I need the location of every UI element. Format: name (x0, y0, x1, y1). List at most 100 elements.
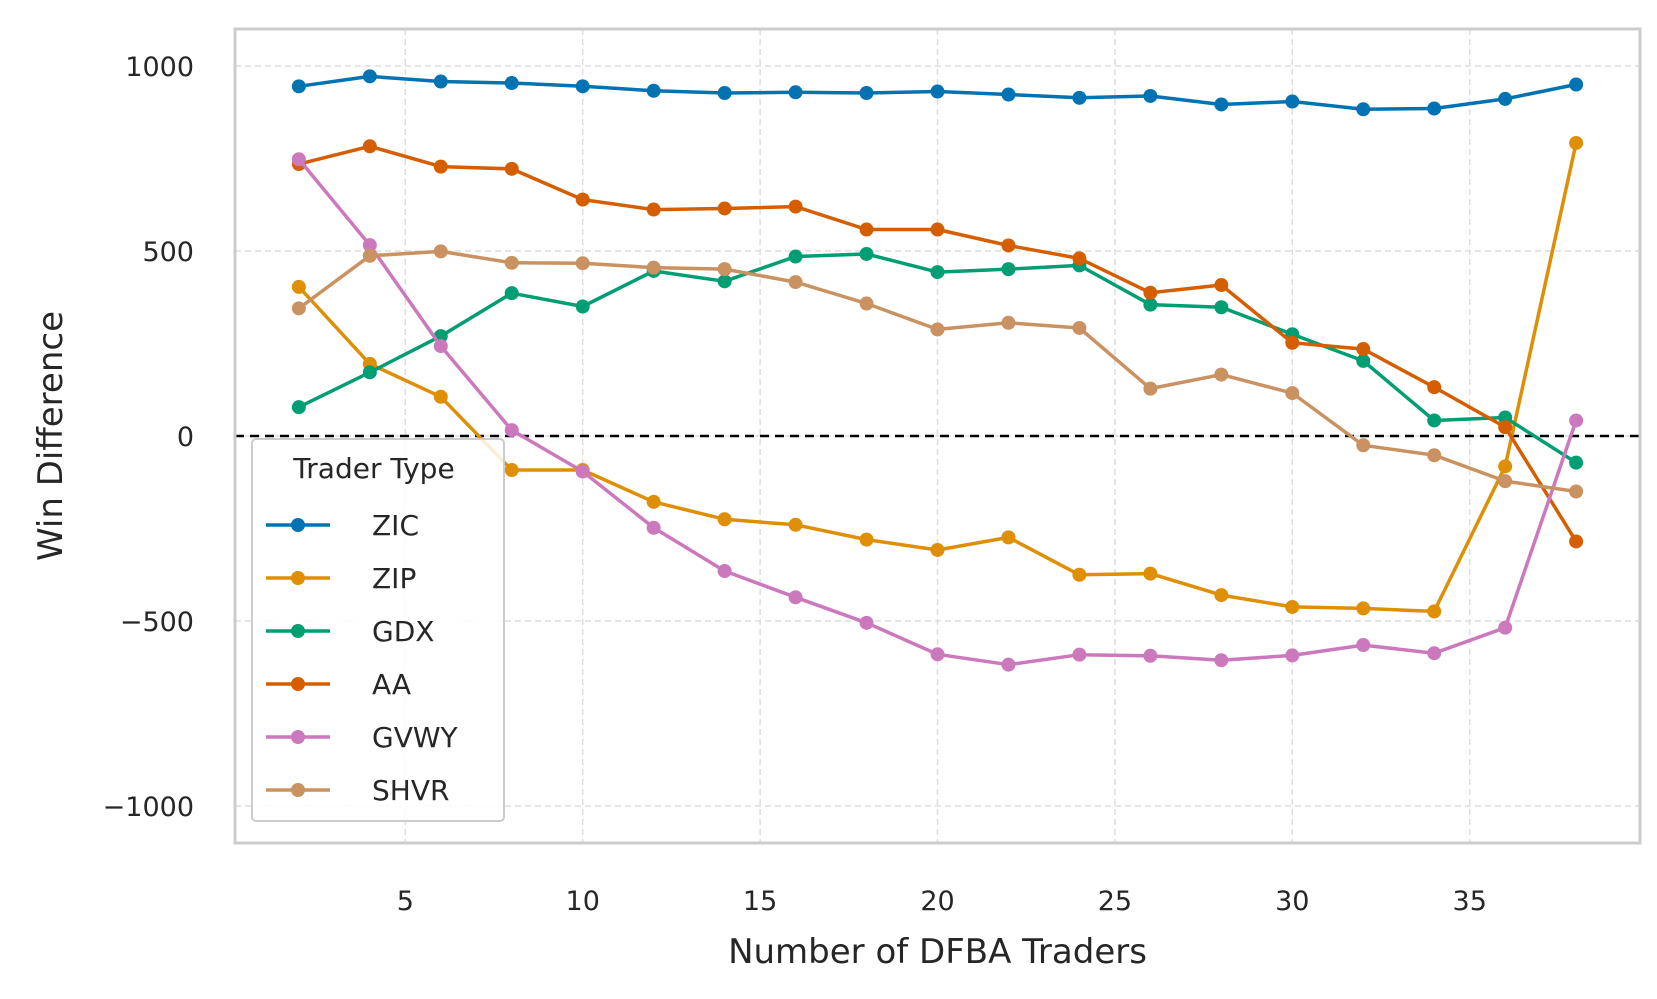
data-point (1001, 238, 1016, 253)
data-point (859, 222, 874, 237)
data-point (646, 83, 661, 98)
data-point (646, 202, 661, 217)
data-point (859, 615, 874, 630)
data-point (1285, 386, 1300, 401)
legend: Trader Type ZIC ZIP GDX AA GVWY SHVR (251, 438, 505, 822)
data-point (575, 256, 590, 271)
data-point (1214, 588, 1229, 603)
data-point (930, 84, 945, 99)
legend-swatch-marker (291, 730, 305, 744)
data-point (930, 542, 945, 557)
data-point (433, 74, 448, 89)
data-point (788, 590, 803, 605)
legend-label: SHVR (372, 774, 449, 807)
data-point (1214, 97, 1229, 112)
data-point (1214, 278, 1229, 293)
plot-frame (233, 27, 1642, 845)
data-point (575, 464, 590, 479)
x-tick-label: 35 (1453, 886, 1487, 917)
data-point (1356, 342, 1371, 357)
y-tick-label: 500 (142, 237, 194, 268)
y-tick-label: −1000 (103, 792, 194, 823)
data-point (717, 512, 732, 527)
data-point (717, 262, 732, 277)
data-point (362, 238, 377, 253)
data-point (788, 517, 803, 532)
data-point (1356, 601, 1371, 616)
data-point (1569, 77, 1584, 92)
legend-swatch-marker (291, 677, 305, 691)
data-point (1569, 135, 1584, 150)
data-point (930, 322, 945, 337)
legend-label: AA (372, 668, 411, 701)
x-tick-label: 10 (566, 886, 600, 917)
data-point (1285, 599, 1300, 614)
data-point (575, 192, 590, 207)
y-axis-ticks: 1000 500 0 −500 −1000 (103, 52, 194, 823)
data-point (1072, 251, 1087, 266)
data-point (1498, 474, 1513, 489)
data-point (1569, 484, 1584, 499)
data-point (1498, 459, 1513, 474)
data-point (291, 301, 306, 316)
series-gvwy (291, 152, 1584, 672)
data-point (504, 423, 519, 438)
x-tick-label: 25 (1098, 886, 1132, 917)
data-point (1427, 413, 1442, 428)
data-point (1569, 455, 1584, 470)
data-point (1072, 567, 1087, 582)
series-gdx (291, 246, 1584, 470)
data-point (1001, 315, 1016, 330)
data-point (433, 159, 448, 174)
data-point (646, 260, 661, 275)
data-point (859, 296, 874, 311)
x-tick-label: 15 (743, 886, 777, 917)
data-point (504, 463, 519, 478)
series-aa (291, 139, 1584, 549)
data-point (859, 86, 874, 101)
legend-items: ZIC ZIP GDX AA GVWY SHVR (266, 509, 459, 807)
data-point (1001, 262, 1016, 277)
data-point (1498, 420, 1513, 435)
data-point (1427, 101, 1442, 116)
series-shvr (291, 244, 1584, 499)
data-point (1569, 534, 1584, 549)
data-point (788, 249, 803, 264)
legend-label: GVWY (372, 721, 459, 754)
data-point (1214, 367, 1229, 382)
x-axis-label: Number of DFBA Traders (728, 932, 1147, 972)
series-group (291, 69, 1584, 672)
x-tick-label: 30 (1275, 886, 1309, 917)
legend-label: ZIP (372, 562, 416, 595)
y-axis-label: Win Difference (31, 311, 71, 561)
legend-label: GDX (372, 615, 434, 648)
legend-box (251, 438, 505, 822)
data-point (1285, 648, 1300, 663)
legend-label: ZIC (372, 509, 419, 542)
data-point (1356, 353, 1371, 368)
data-point (291, 279, 306, 294)
data-point (1001, 657, 1016, 672)
legend-item-gdx: GDX (266, 615, 434, 648)
data-point (1143, 297, 1158, 312)
y-tick-label: 1000 (125, 52, 194, 83)
data-point (1498, 620, 1513, 635)
data-point (1285, 94, 1300, 109)
legend-item-shvr: SHVR (266, 774, 449, 807)
data-point (930, 647, 945, 662)
data-point (1427, 448, 1442, 463)
data-point (362, 139, 377, 154)
data-point (1001, 530, 1016, 545)
series-zip (291, 135, 1584, 619)
legend-title: Trader Type (292, 452, 454, 485)
data-point (362, 248, 377, 263)
data-point (930, 265, 945, 280)
data-point (1143, 648, 1158, 663)
data-point (1285, 335, 1300, 350)
data-point (504, 255, 519, 270)
data-point (788, 199, 803, 214)
data-point (1498, 410, 1513, 425)
y-tick-label: 0 (177, 422, 194, 453)
data-point (291, 79, 306, 94)
